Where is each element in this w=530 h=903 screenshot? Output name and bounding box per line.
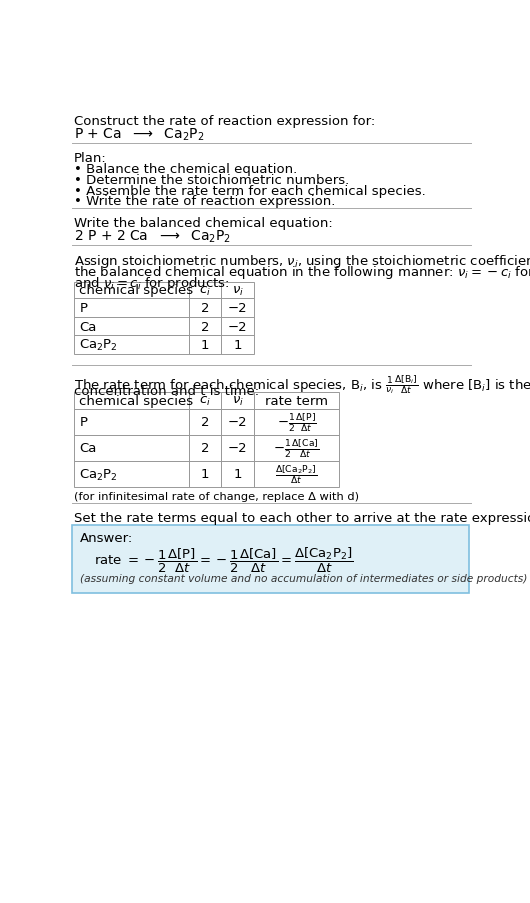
Text: chemical species: chemical species: [80, 284, 193, 297]
Bar: [221, 336, 254, 355]
Text: Plan:: Plan:: [74, 152, 107, 164]
Bar: [74, 282, 189, 299]
Bar: [74, 318, 189, 336]
Bar: [74, 435, 189, 461]
Text: $\frac{\Delta[\mathrm{Ca_2P_2}]}{\Delta t}$: $\frac{\Delta[\mathrm{Ca_2P_2}]}{\Delta …: [275, 463, 317, 486]
Bar: [221, 435, 254, 461]
Text: 1: 1: [233, 339, 242, 352]
Text: $-\frac{1}{2}\frac{\Delta[\mathrm{Ca}]}{\Delta t}$: $-\frac{1}{2}\frac{\Delta[\mathrm{Ca}]}{…: [273, 437, 320, 460]
Bar: [189, 409, 221, 435]
Text: Ca$_2$P$_2$: Ca$_2$P$_2$: [80, 467, 118, 482]
Text: Assign stoichiometric numbers, $\nu_i$, using the stoichiometric coefficients, $: Assign stoichiometric numbers, $\nu_i$, …: [74, 253, 530, 270]
Bar: [189, 336, 221, 355]
Bar: [74, 409, 189, 435]
Bar: [254, 392, 339, 409]
Bar: [254, 409, 339, 435]
Bar: [74, 299, 189, 318]
Bar: [189, 282, 221, 299]
Text: Write the balanced chemical equation:: Write the balanced chemical equation:: [74, 217, 333, 229]
Text: • Balance the chemical equation.: • Balance the chemical equation.: [74, 163, 297, 176]
Text: $c_i$: $c_i$: [199, 394, 211, 407]
Bar: [189, 392, 221, 409]
Text: $c_i$: $c_i$: [199, 284, 211, 297]
Text: and $\nu_i = c_i$ for products:: and $\nu_i = c_i$ for products:: [74, 275, 229, 292]
Bar: [221, 409, 254, 435]
Text: 1: 1: [201, 468, 209, 481]
Text: Answer:: Answer:: [80, 531, 134, 545]
Bar: [74, 336, 189, 355]
Text: rate $= -\dfrac{1}{2}\dfrac{\Delta[\mathrm{P}]}{\Delta t}= -\dfrac{1}{2}\dfrac{\: rate $= -\dfrac{1}{2}\dfrac{\Delta[\math…: [94, 545, 354, 574]
Text: 2: 2: [201, 442, 209, 455]
Text: Ca: Ca: [80, 321, 97, 333]
Text: concentration and t is time:: concentration and t is time:: [74, 385, 259, 397]
Text: Construct the rate of reaction expression for:: Construct the rate of reaction expressio…: [74, 115, 375, 127]
Bar: [189, 461, 221, 488]
Text: −2: −2: [228, 415, 248, 429]
Text: 2: 2: [201, 302, 209, 315]
Text: • Assemble the rate term for each chemical species.: • Assemble the rate term for each chemic…: [74, 184, 426, 198]
Text: −2: −2: [228, 302, 248, 315]
Text: • Determine the stoichiometric numbers.: • Determine the stoichiometric numbers.: [74, 173, 349, 187]
Text: Ca$_2$P$_2$: Ca$_2$P$_2$: [80, 338, 118, 353]
Bar: [221, 392, 254, 409]
FancyBboxPatch shape: [73, 526, 469, 593]
Text: the balanced chemical equation in the following manner: $\nu_i = -c_i$ for react: the balanced chemical equation in the fo…: [74, 264, 530, 281]
Bar: [221, 299, 254, 318]
Text: −2: −2: [228, 321, 248, 333]
Bar: [189, 299, 221, 318]
Text: The rate term for each chemical species, B$_i$, is $\frac{1}{\nu_i}\frac{\Delta[: The rate term for each chemical species,…: [74, 373, 530, 396]
Text: 1: 1: [201, 339, 209, 352]
Text: P: P: [80, 415, 87, 429]
Text: chemical species: chemical species: [80, 394, 193, 407]
Text: $\nu_i$: $\nu_i$: [232, 394, 243, 407]
Text: (for infinitesimal rate of change, replace Δ with d): (for infinitesimal rate of change, repla…: [74, 491, 359, 501]
Text: Set the rate terms equal to each other to arrive at the rate expression:: Set the rate terms equal to each other t…: [74, 511, 530, 525]
Bar: [189, 318, 221, 336]
Text: 2: 2: [201, 415, 209, 429]
Text: • Write the rate of reaction expression.: • Write the rate of reaction expression.: [74, 195, 335, 209]
Text: P: P: [80, 302, 87, 315]
Bar: [221, 282, 254, 299]
Text: rate term: rate term: [265, 394, 328, 407]
Text: $-\frac{1}{2}\frac{\Delta[\mathrm{P}]}{\Delta t}$: $-\frac{1}{2}\frac{\Delta[\mathrm{P}]}{\…: [277, 411, 316, 433]
Bar: [189, 435, 221, 461]
Text: 2 P + 2 Ca  $\longrightarrow$  Ca$_2$P$_2$: 2 P + 2 Ca $\longrightarrow$ Ca$_2$P$_2$: [74, 228, 231, 245]
Bar: [254, 461, 339, 488]
Bar: [254, 435, 339, 461]
Text: 1: 1: [233, 468, 242, 481]
Text: Ca: Ca: [80, 442, 97, 455]
Bar: [74, 461, 189, 488]
Bar: [221, 461, 254, 488]
Text: P + Ca  $\longrightarrow$  Ca$_2$P$_2$: P + Ca $\longrightarrow$ Ca$_2$P$_2$: [74, 126, 205, 144]
Text: −2: −2: [228, 442, 248, 455]
Bar: [74, 392, 189, 409]
Text: 2: 2: [201, 321, 209, 333]
Bar: [221, 318, 254, 336]
Text: (assuming constant volume and no accumulation of intermediates or side products): (assuming constant volume and no accumul…: [80, 573, 527, 583]
Text: $\nu_i$: $\nu_i$: [232, 284, 243, 297]
